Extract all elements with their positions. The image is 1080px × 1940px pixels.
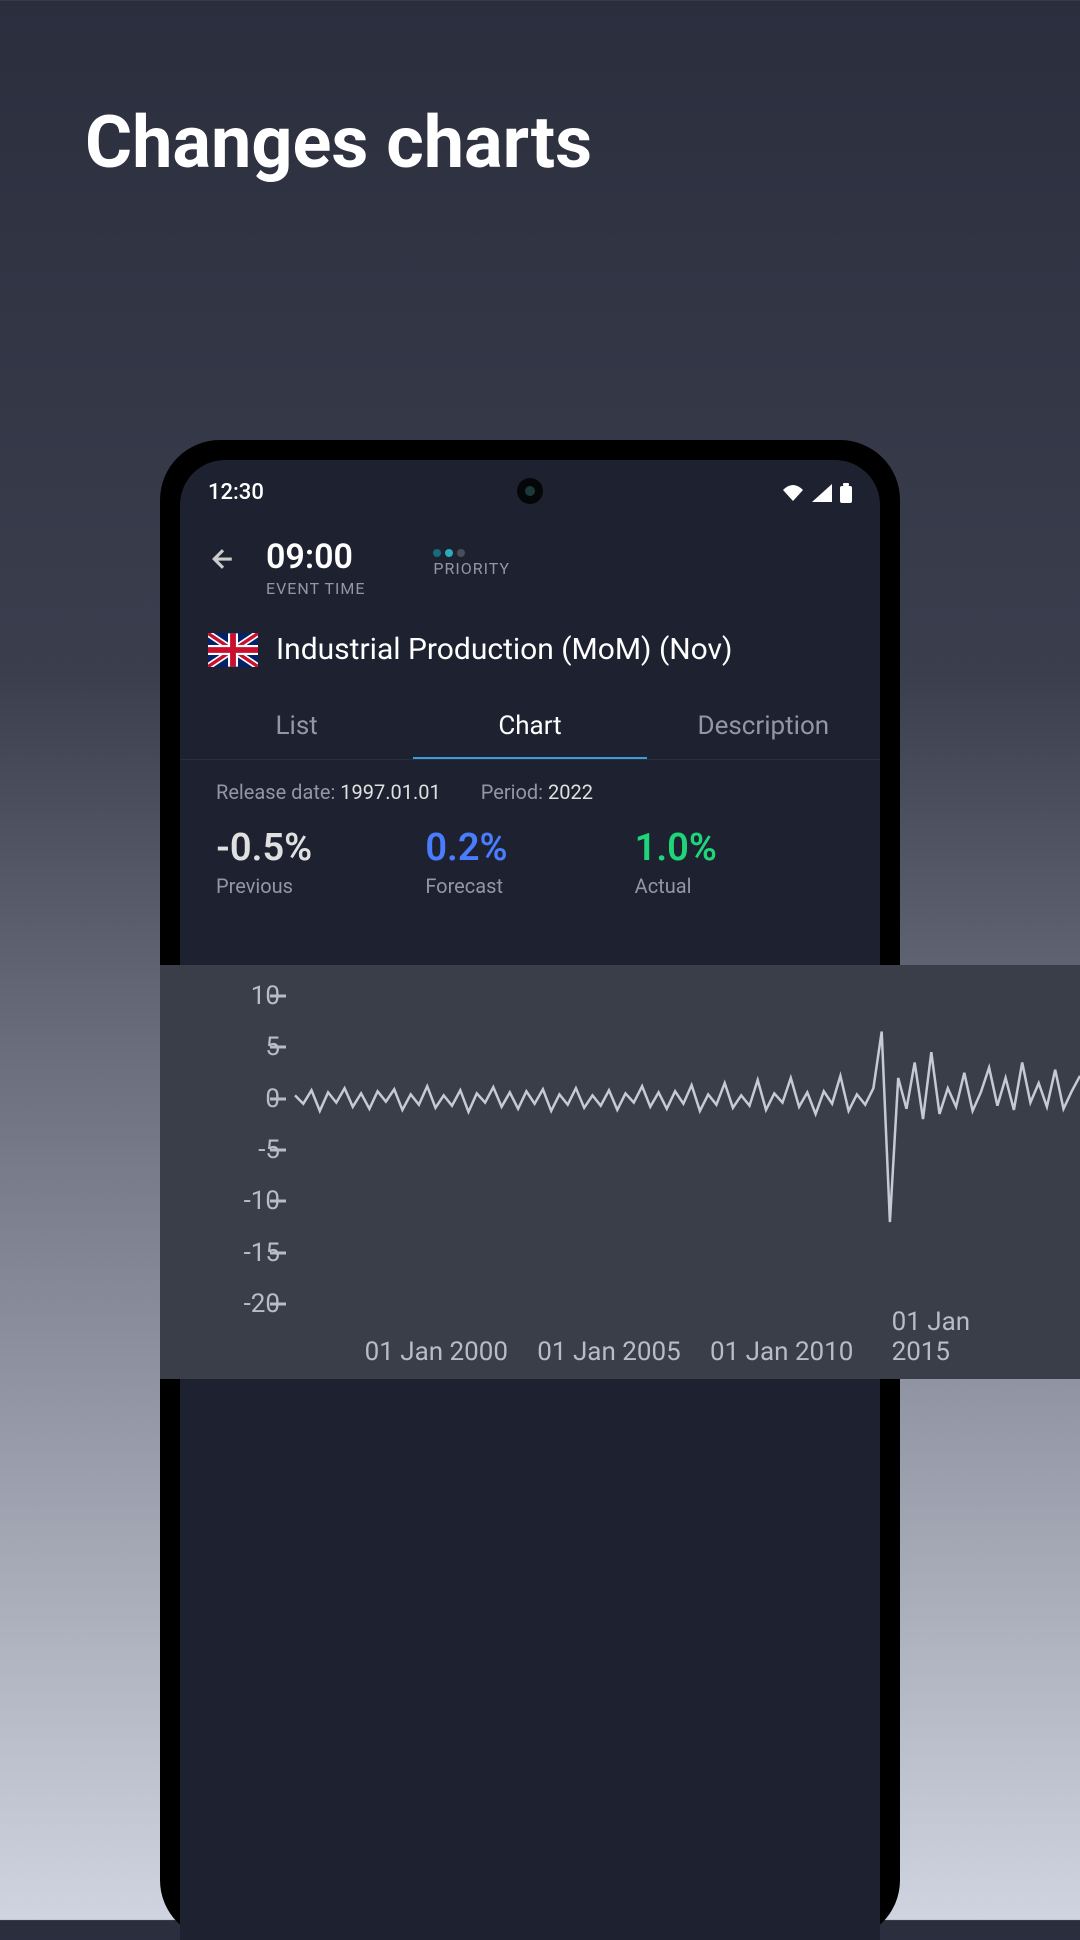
wifi-icon [782, 484, 804, 502]
status-icons [782, 483, 852, 503]
back-button[interactable] [208, 537, 238, 583]
priority-group: PRIORITY [433, 537, 510, 578]
flag-uk-icon [208, 633, 258, 667]
period-label: Period: [481, 780, 548, 804]
event-title-row: Industrial Production (MoM) (Nov) [180, 610, 880, 695]
event-time-value: 09:00 [266, 537, 365, 577]
priority-dot [433, 549, 441, 557]
chart-line [295, 1032, 1080, 1223]
tab-chart[interactable]: Chart [413, 695, 646, 759]
period-value: 2022 [548, 780, 593, 804]
y-tick [270, 1200, 286, 1203]
stat-forecast-label: Forecast [425, 874, 634, 898]
y-tick [270, 1097, 286, 1100]
tabs: ListChartDescription [180, 695, 880, 760]
event-time-group: 09:00 EVENT TIME [266, 537, 365, 598]
stat-forecast-value: 0.2% [425, 826, 634, 870]
stat-previous-label: Previous [216, 874, 425, 898]
stat-actual: 1.0% Actual [635, 826, 844, 898]
stat-actual-value: 1.0% [635, 826, 844, 870]
y-tick [270, 1046, 286, 1049]
priority-label: PRIORITY [433, 559, 510, 578]
release-date-label: Release date: [216, 780, 340, 804]
chart-container: 1050-5-10-15-2001 Jan 200001 Jan 200501 … [160, 965, 1080, 1379]
stat-forecast: 0.2% Forecast [425, 826, 634, 898]
y-tick [270, 1251, 286, 1254]
camera-notch [517, 478, 543, 504]
priority-dots [433, 537, 510, 557]
tab-description[interactable]: Description [647, 695, 880, 759]
stat-previous: -0.5% Previous [216, 826, 425, 898]
meta-row: Release date: 1997.01.01 Period: 2022 [180, 760, 880, 810]
x-axis-label: 01 Jan 2005 [537, 1337, 680, 1367]
event-time-label: EVENT TIME [266, 579, 365, 598]
event-title: Industrial Production (MoM) (Nov) [276, 632, 732, 667]
arrow-left-icon [208, 544, 238, 574]
page-title: Changes charts [0, 0, 1080, 185]
y-tick [270, 1303, 286, 1306]
x-axis-label: 01 Jan 2015 [892, 1307, 1018, 1367]
tab-list[interactable]: List [180, 695, 413, 759]
stats-row: -0.5% Previous 0.2% Forecast 1.0% Actual [180, 810, 880, 922]
x-axis-label: 01 Jan 2010 [710, 1337, 853, 1367]
release-date-value: 1997.01.01 [340, 780, 440, 804]
battery-icon [840, 483, 852, 503]
header-row: 09:00 EVENT TIME PRIORITY [180, 513, 880, 610]
period: Period: 2022 [481, 780, 593, 804]
stat-previous-value: -0.5% [216, 826, 425, 870]
status-time: 12:30 [208, 480, 264, 505]
y-tick [270, 1149, 286, 1152]
signal-icon [812, 484, 832, 502]
priority-dot [445, 549, 453, 557]
stat-actual-label: Actual [635, 874, 844, 898]
y-tick [270, 994, 286, 997]
x-axis-label: 01 Jan 2000 [365, 1337, 508, 1367]
priority-dot [457, 549, 465, 557]
chart-panel: 1050-5-10-15-2001 Jan 200001 Jan 200501 … [160, 965, 1080, 1379]
release-date: Release date: 1997.01.01 [216, 780, 441, 804]
